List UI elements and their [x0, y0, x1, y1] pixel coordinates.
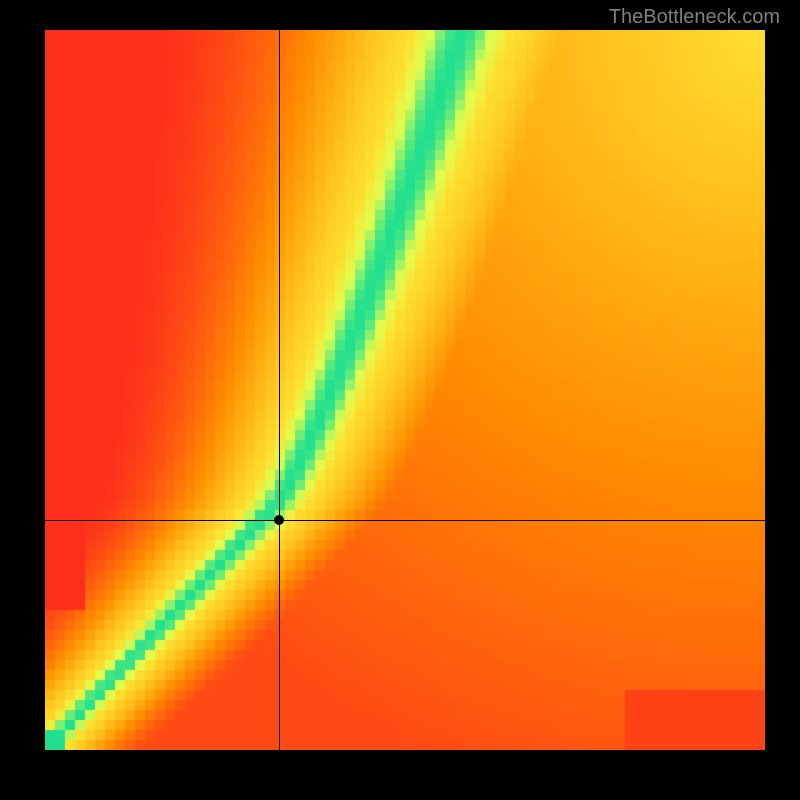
heatmap-plot [45, 30, 765, 750]
crosshair-horizontal [45, 520, 765, 521]
crosshair-vertical [279, 30, 280, 750]
heatmap-canvas [45, 30, 765, 750]
watermark-text: TheBottleneck.com [609, 6, 780, 29]
marker-dot [274, 515, 284, 525]
